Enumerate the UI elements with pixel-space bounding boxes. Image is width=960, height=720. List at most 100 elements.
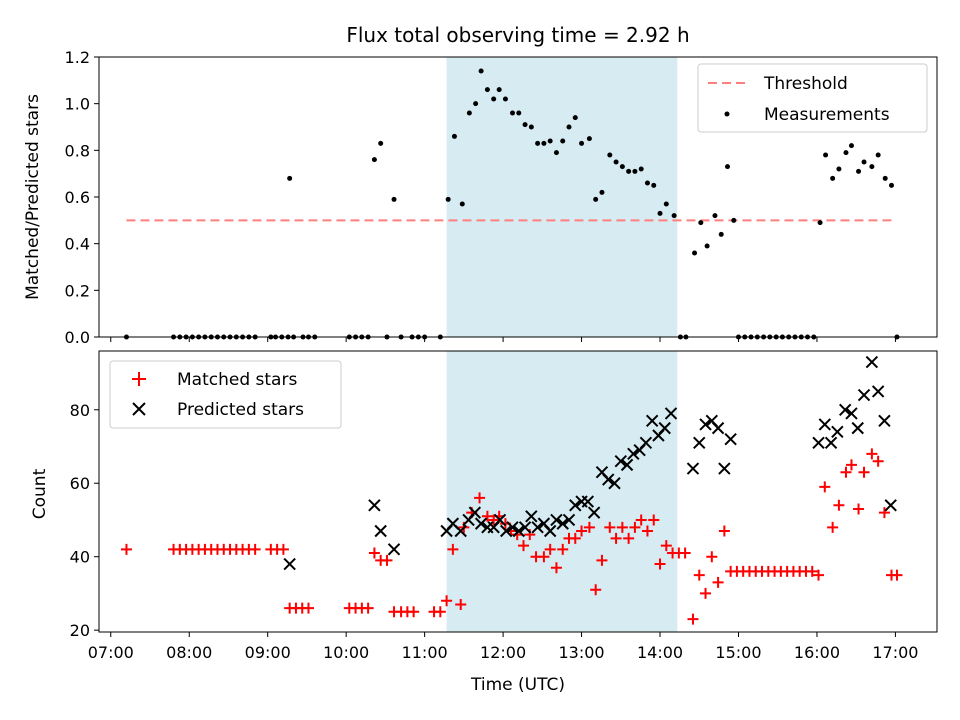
matched-star-point (569, 532, 581, 544)
matched-star-point (596, 554, 608, 566)
matched-star-point (660, 540, 672, 552)
measurement-point (731, 217, 737, 223)
matched-star-point (629, 521, 641, 533)
matched-star-point (833, 499, 845, 511)
measurement-point (473, 101, 479, 107)
predicted-star-point (718, 462, 731, 475)
measurement-point (651, 182, 657, 188)
x-axis-ticks-bottom: 07:00 08:00 09:00 10:00 11:00 12:00 13:00 14:00… (88, 632, 918, 662)
predicted-star-point (812, 436, 825, 450)
predicted-star-point (562, 513, 576, 527)
matched-star-point (517, 540, 529, 552)
matched-star-point (610, 532, 622, 544)
predicted-star-point (639, 436, 653, 450)
matched-star-point (557, 543, 569, 555)
predicted-star-point (512, 524, 525, 538)
measurement-point (638, 166, 644, 172)
y-tick-label: 1.0 (65, 95, 90, 114)
predicted-star-point (838, 403, 852, 416)
predicted-star-point (693, 436, 706, 450)
legend-measurements-swatch (724, 111, 730, 117)
predicted-star-point (602, 473, 615, 486)
legend-predicted-swatch (132, 402, 146, 416)
legend-predicted-label: Predicted stars (177, 400, 304, 420)
matched-star-point (538, 551, 550, 563)
x-axis-label: Time (UTC) (470, 675, 565, 695)
y-tick-label: 0.2 (65, 281, 90, 300)
measurement-point (459, 201, 465, 207)
matched-star-point (706, 551, 718, 563)
y-tick-label: 40 (70, 548, 90, 567)
measurement-point (287, 175, 293, 181)
matched-star-point (303, 602, 314, 614)
measurement-point (671, 213, 677, 219)
predicted-star-point (884, 499, 897, 512)
matched-star-point (362, 602, 374, 614)
x-tick-label: 10:00 (323, 643, 369, 662)
matched-star-point (840, 466, 852, 478)
matched-star-point (408, 606, 420, 618)
measurement-point (882, 175, 888, 181)
measurement-point (516, 110, 522, 116)
matched-star-point (679, 547, 691, 559)
predicted-star-point (474, 517, 488, 530)
matched-star-point (277, 543, 289, 555)
measurement-point (644, 180, 650, 186)
matched-star-point (806, 565, 818, 577)
legend-bottom-box (109, 360, 342, 429)
matched-star-point (434, 606, 446, 618)
matched-star-point (819, 481, 831, 493)
measurement-point (445, 196, 451, 202)
y-tick-label: 0.0 (65, 328, 90, 347)
y-tick-label: 1.2 (65, 48, 90, 67)
measurement-point (861, 159, 867, 165)
predicted-star-point (620, 458, 634, 472)
chart-title: Flux total observing time = 2.92 h (346, 23, 689, 47)
measurement-point (848, 143, 854, 149)
matched-star-point (616, 521, 628, 533)
matched-star-point (712, 576, 724, 588)
measurement-point (607, 152, 613, 158)
measurement-point (478, 68, 484, 74)
matched-star-point (687, 613, 699, 625)
predicted-star-point (468, 506, 482, 519)
measurement-point (830, 175, 836, 181)
measurement-point (856, 168, 862, 174)
predicted-star-point (831, 425, 844, 439)
measurement-point (535, 140, 541, 146)
matched-star-point (120, 543, 132, 555)
y-axis-label-bottom: Count (30, 468, 50, 519)
measurement-point (817, 220, 823, 226)
legend-matched-swatch (132, 372, 146, 386)
matched-star-point (878, 507, 890, 519)
predicted-star-point (865, 355, 879, 369)
matched-star-point (813, 569, 825, 581)
predicted-star-point (454, 524, 467, 538)
predicted-star-point (500, 524, 513, 538)
predicted-star-point (368, 499, 381, 512)
matched-star-point (623, 532, 635, 544)
x-tick-label: 11:00 (402, 643, 448, 662)
y-tick-label: 0.8 (65, 141, 90, 160)
predicted-star-point (608, 477, 621, 490)
predicted-star-point (569, 499, 582, 512)
panel-bottom: 20 40 60 80 07:00 08:00 09:00 10:00 11:00 12:00 1… (30, 350, 938, 695)
predicted-star-point (543, 524, 557, 538)
predicted-star-point (550, 513, 563, 527)
measurement-point (566, 124, 572, 130)
matched-star-point (858, 466, 870, 478)
matched-star-point (550, 562, 562, 574)
y-axis-ticks-bottom: 20 40 60 80 (70, 401, 99, 640)
measurement-point (823, 152, 829, 158)
matched-star-point (441, 595, 453, 607)
measurement-point (836, 166, 842, 172)
matched-star-point (604, 521, 616, 533)
y-axis-label-top: Matched/Predicted stars (23, 94, 43, 300)
y-tick-label: 0.6 (65, 188, 90, 207)
matched-star-point (641, 525, 653, 537)
predicted-star-point (824, 436, 838, 450)
measurement-point (869, 164, 875, 170)
measurement-point (378, 140, 384, 146)
matched-star-point (544, 543, 556, 555)
legend-top: Threshold Measurements (697, 63, 928, 133)
